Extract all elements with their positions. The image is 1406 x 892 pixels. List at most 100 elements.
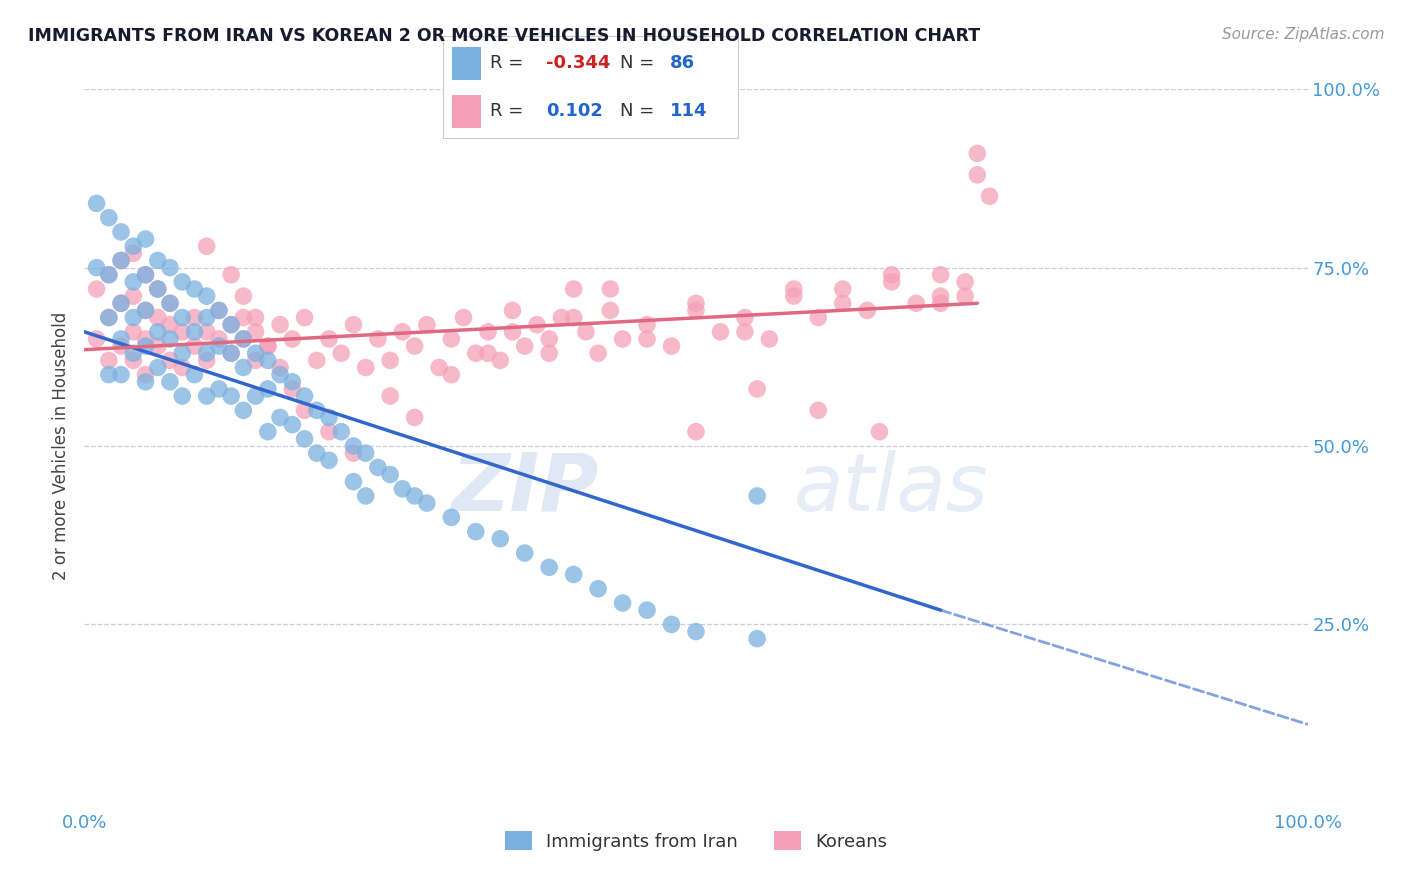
Point (232, 360, 254, 375)
Point (146, 282, 169, 296)
Point (367, 332, 389, 346)
Point (195, 353, 218, 368)
Point (685, 425, 707, 439)
Point (526, 318, 548, 332)
Point (538, 332, 561, 346)
Point (342, 318, 364, 332)
Point (380, 389, 402, 403)
Point (110, 368, 132, 382)
Point (636, 332, 658, 346)
Point (135, 232, 157, 246)
Point (146, 310, 169, 325)
Point (354, 489, 377, 503)
Point (219, 346, 242, 360)
Point (172, 360, 194, 375)
Point (195, 325, 218, 339)
Point (330, 425, 353, 439)
Point (122, 239, 145, 253)
Point (97, 211, 120, 225)
Point (110, 332, 132, 346)
Point (232, 289, 254, 303)
Point (489, 532, 512, 546)
Point (110, 225, 132, 239)
Point (135, 303, 157, 318)
Point (342, 475, 364, 489)
Legend: Immigrants from Iran, Koreans: Immigrants from Iran, Koreans (498, 824, 894, 858)
Point (305, 353, 328, 368)
Text: N =: N = (620, 54, 659, 72)
Point (159, 332, 181, 346)
Point (172, 389, 194, 403)
Point (257, 353, 280, 368)
Point (245, 389, 267, 403)
Point (86, 196, 108, 211)
Point (281, 332, 304, 346)
Point (232, 332, 254, 346)
Point (97, 368, 120, 382)
Point (562, 282, 585, 296)
Point (232, 403, 254, 417)
Point (354, 360, 377, 375)
Point (195, 310, 218, 325)
Point (195, 389, 218, 403)
Point (97, 310, 120, 325)
Point (685, 303, 707, 318)
Point (380, 353, 402, 368)
Point (427, 360, 450, 375)
Point (661, 617, 683, 632)
Point (135, 268, 157, 282)
Point (146, 339, 169, 353)
Point (575, 325, 598, 339)
Point (219, 346, 242, 360)
Point (232, 310, 254, 325)
Point (453, 310, 475, 325)
Point (146, 360, 169, 375)
Point (831, 296, 853, 310)
Point (86, 282, 108, 296)
Point (709, 325, 731, 339)
Point (294, 432, 316, 446)
Point (440, 368, 463, 382)
Text: 0.102: 0.102 (546, 102, 603, 120)
Point (122, 246, 145, 260)
Point (929, 289, 952, 303)
Point (159, 353, 181, 368)
Text: R =: R = (491, 54, 529, 72)
Point (685, 624, 707, 639)
Point (636, 318, 658, 332)
Point (135, 339, 157, 353)
Point (391, 325, 413, 339)
Point (159, 260, 181, 275)
Point (880, 268, 903, 282)
Point (281, 382, 304, 396)
Point (661, 339, 683, 353)
Point (110, 296, 132, 310)
Point (281, 417, 304, 432)
Point (219, 318, 242, 332)
Point (562, 567, 585, 582)
Point (599, 303, 621, 318)
Point (869, 425, 891, 439)
Point (110, 296, 132, 310)
Point (135, 368, 157, 382)
Bar (451, 95, 481, 128)
Point (391, 482, 413, 496)
Point (183, 282, 205, 296)
Point (245, 325, 267, 339)
Point (831, 282, 853, 296)
Text: Source: ZipAtlas.com: Source: ZipAtlas.com (1222, 27, 1385, 42)
Point (464, 346, 486, 360)
Point (183, 339, 205, 353)
Point (807, 403, 830, 417)
Point (219, 389, 242, 403)
Point (257, 382, 280, 396)
Point (342, 439, 364, 453)
Point (245, 353, 267, 368)
Point (122, 353, 145, 368)
Point (110, 253, 132, 268)
Point (685, 296, 707, 310)
Point (538, 560, 561, 574)
Point (856, 303, 879, 318)
Point (979, 189, 1001, 203)
Point (404, 410, 426, 425)
